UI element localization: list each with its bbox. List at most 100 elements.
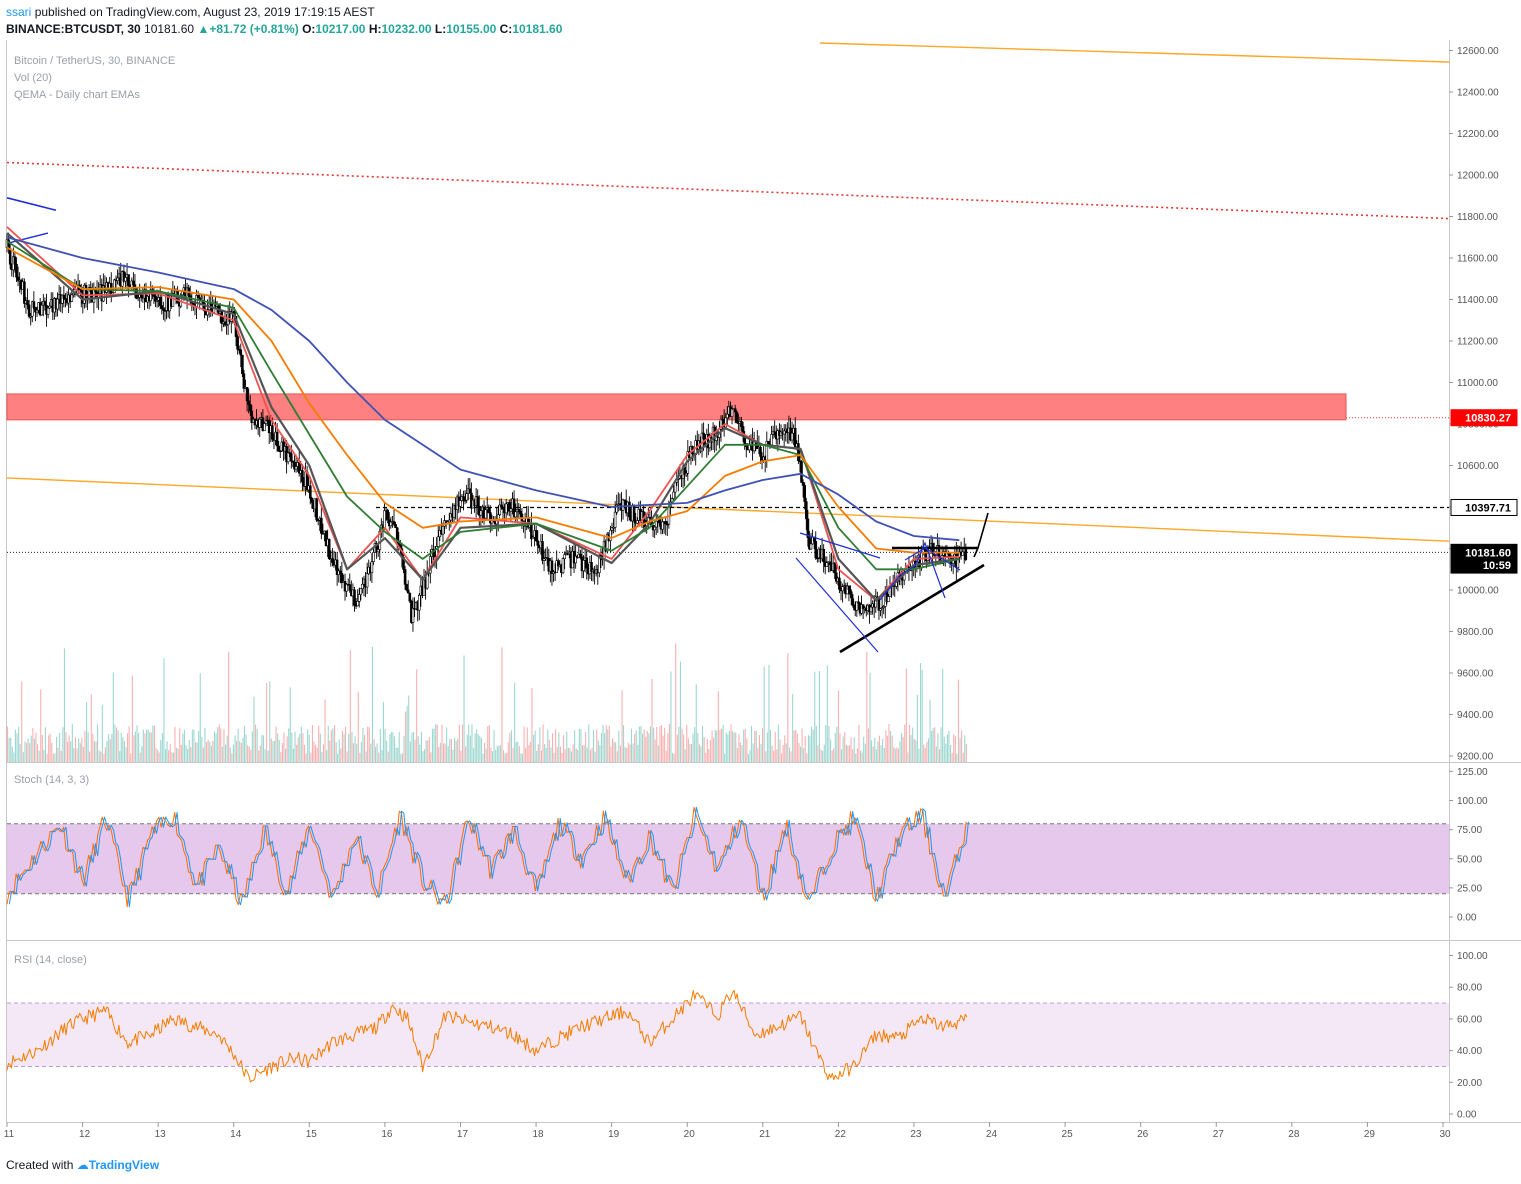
volume-bar <box>81 737 83 762</box>
volume-bar <box>915 740 917 762</box>
volume-bar <box>480 738 482 762</box>
volume-bar <box>946 734 948 762</box>
volume-bar <box>848 745 850 762</box>
volume-bar <box>373 738 375 762</box>
volume-bar <box>397 747 399 762</box>
volume-bar <box>127 733 129 762</box>
candle-body <box>628 501 631 518</box>
tradingview-brand[interactable]: TradingView <box>88 1158 160 1172</box>
volume-bar <box>886 735 888 762</box>
volume-bar <box>965 743 967 762</box>
volume-bar <box>927 738 929 762</box>
candle-body <box>236 336 239 350</box>
volume-bar <box>277 733 279 762</box>
candle-body <box>196 294 200 299</box>
candle-body <box>632 505 636 522</box>
candle-body <box>585 557 589 569</box>
volume-bar <box>294 731 296 762</box>
volume-bar <box>830 739 832 762</box>
volume-bar <box>735 732 737 762</box>
volume-bar <box>14 729 16 762</box>
volume-bar <box>738 733 740 762</box>
volume-bar <box>773 750 775 762</box>
volume-bar <box>469 735 471 762</box>
volume-bar <box>837 690 839 762</box>
candle-body <box>882 606 886 608</box>
volume-bar <box>882 738 884 762</box>
volume-bar <box>90 694 92 762</box>
volume-bar <box>73 748 75 762</box>
volume-bar <box>371 646 373 762</box>
volume-bar <box>63 648 65 762</box>
volume-bar <box>711 730 713 762</box>
volume-bar <box>698 744 700 762</box>
volume-bar <box>722 724 724 762</box>
candle-body <box>770 434 773 445</box>
candle-body <box>621 499 625 511</box>
volume-bar <box>871 740 873 762</box>
candle-body <box>635 520 639 524</box>
candle-body <box>301 470 304 482</box>
volume-bar <box>648 733 650 762</box>
volume-bar <box>215 733 217 762</box>
volume-bar <box>305 753 307 762</box>
candle-body <box>887 596 890 602</box>
candle-body <box>249 404 252 412</box>
stoch-tick-label: 75.00 <box>1457 825 1482 836</box>
volume-bar <box>89 751 91 762</box>
candle-body <box>154 296 157 302</box>
volume-bar <box>146 729 148 762</box>
volume-bar <box>727 734 729 762</box>
candle-body <box>590 562 593 572</box>
volume-bar <box>872 746 874 762</box>
volume-bar <box>909 725 911 762</box>
volume-bar <box>384 728 386 762</box>
volume-bar <box>845 744 847 762</box>
volume-bar <box>153 725 155 762</box>
volume-bar <box>392 732 394 762</box>
candle-body <box>803 485 807 502</box>
volume-bar <box>217 727 219 762</box>
volume-bar <box>798 743 800 762</box>
volume-bar <box>97 724 99 762</box>
main-pane-label: Vol (20) <box>14 72 52 84</box>
volume-bar <box>229 747 231 762</box>
stoch-tick-label: 50.00 <box>1457 854 1482 865</box>
candle-body <box>664 521 668 525</box>
candle-body <box>60 294 64 304</box>
volume-bar <box>782 745 784 762</box>
volume-bar <box>92 733 94 762</box>
volume-bar <box>190 747 192 762</box>
volume-bar <box>204 727 206 762</box>
volume-bar <box>166 741 168 762</box>
created-with-text: Created with <box>6 1158 74 1172</box>
volume-bar <box>243 725 245 762</box>
volume-bar <box>405 711 407 762</box>
volume-bar <box>616 751 618 762</box>
volume-bar <box>619 745 621 762</box>
candle-body <box>484 509 487 519</box>
candle-body <box>609 529 612 541</box>
volume-bar <box>168 750 170 762</box>
volume-bar <box>774 731 776 762</box>
volume-bar <box>875 749 877 762</box>
volume-bar <box>199 673 201 762</box>
candle-body <box>149 289 152 302</box>
volume-bar <box>379 729 381 762</box>
volume-bar <box>59 733 61 762</box>
rsi-band <box>7 1003 1449 1067</box>
candle-body <box>365 573 369 588</box>
volume-bar <box>623 725 625 762</box>
volume-bar <box>408 695 410 762</box>
volume-bar <box>165 748 167 762</box>
volume-bar <box>559 746 561 762</box>
volume-bar <box>621 690 623 762</box>
author-name[interactable]: ssari <box>6 5 32 19</box>
candle-body <box>152 294 156 297</box>
upper-orange-trendline <box>819 42 1450 63</box>
rsi-line <box>6 989 968 1083</box>
volume-bar <box>424 749 426 762</box>
volume-bar <box>659 726 661 762</box>
volume-bar <box>152 725 154 762</box>
